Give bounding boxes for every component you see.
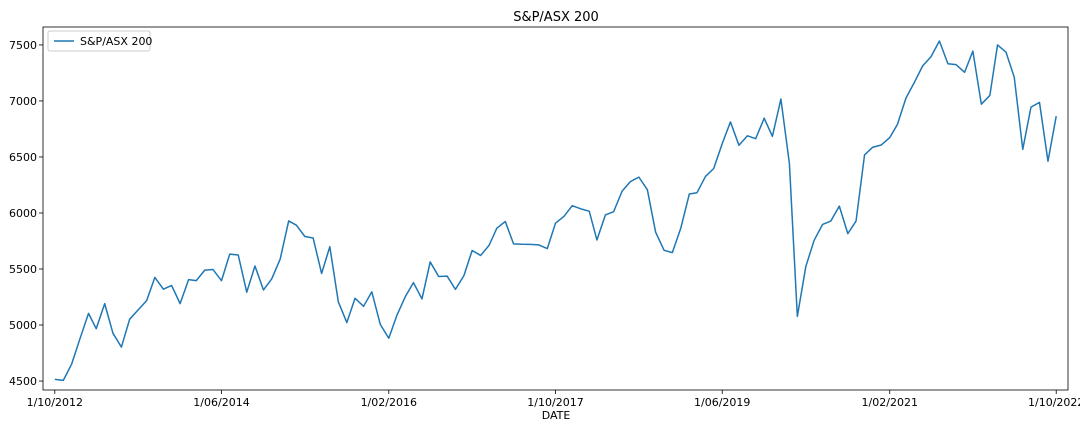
plot-area: [54, 40, 1057, 382]
y-tick-label: 6500: [9, 151, 37, 164]
x-tick-label: 1/10/2022: [1028, 396, 1080, 409]
x-tick-label: 1/02/2021: [862, 396, 918, 409]
chart-title: S&P/ASX 200: [513, 10, 599, 25]
x-tick-label: 1/10/2012: [27, 396, 83, 409]
x-tick-label: 1/10/2017: [527, 396, 583, 409]
legend: S&P/ASX 200: [47, 30, 152, 52]
legend-label-sp-asx-200: S&P/ASX 200: [80, 35, 152, 48]
y-tick-label: 7000: [9, 95, 37, 108]
axes: 4500 5000 5500 6000 6500 7000 7500 1/10/2012 1/0…: [9, 26, 1080, 409]
y-tick-label: 5000: [9, 319, 37, 332]
y-tick-label: 6000: [9, 207, 37, 220]
y-tick-label: 5500: [9, 263, 37, 276]
x-tick-label: 1/06/2019: [694, 396, 750, 409]
series-line-0: [54, 40, 1057, 382]
y-tick-label: 7500: [9, 39, 37, 52]
x-tick-label: 1/06/2014: [193, 396, 249, 409]
y-tick-label: 4500: [9, 375, 37, 388]
x-axis-label: DATE: [542, 409, 571, 422]
x-tick-label: 1/02/2016: [361, 396, 417, 409]
legend-box: [47, 30, 151, 52]
